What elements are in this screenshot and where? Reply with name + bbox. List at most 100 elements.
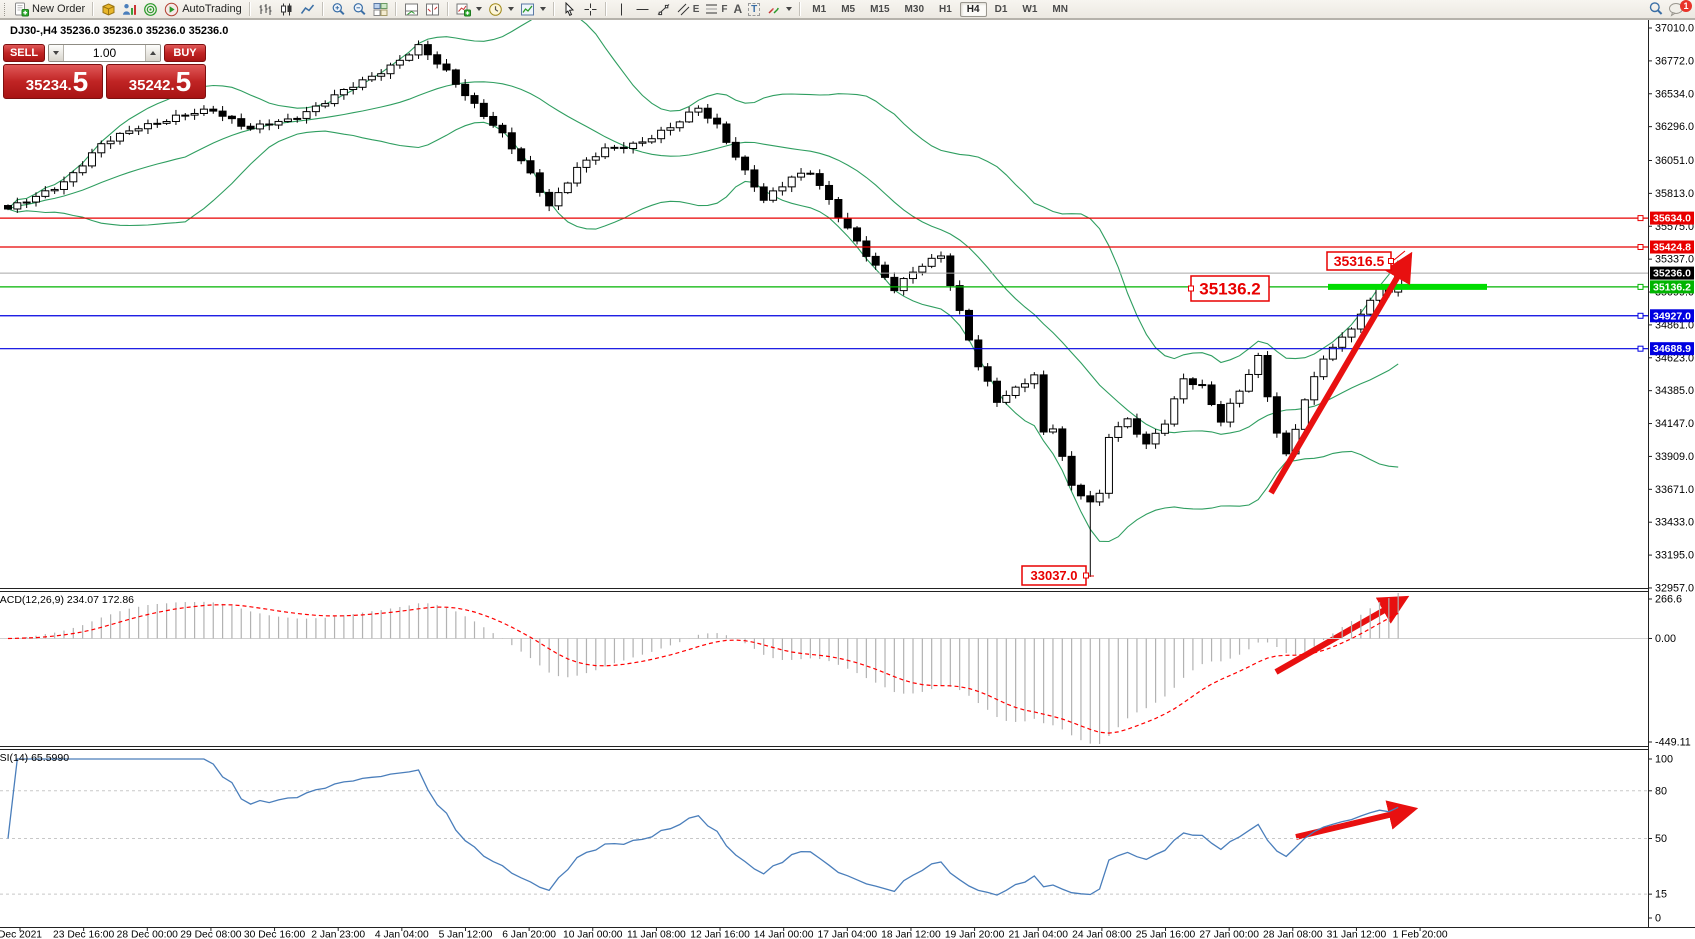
- trend-arrow-macd[interactable]: [1274, 595, 1410, 675]
- callout-33037.0[interactable]: 33037.0: [1021, 565, 1094, 586]
- candle: [311, 105, 320, 113]
- search-icon[interactable]: [1648, 1, 1664, 17]
- date-axis-label[interactable]: 25 Jan 16:00: [1136, 930, 1196, 939]
- price-axis-label: 33195.0: [1655, 550, 1694, 562]
- vertical-line-button[interactable]: [611, 1, 632, 18]
- candle: [1132, 418, 1141, 435]
- bar-chart-mode-button[interactable]: [255, 1, 276, 18]
- candle: [423, 44, 432, 56]
- date-axis-label[interactable]: 27 Jan 00:00: [1199, 930, 1259, 939]
- zoom-in-button[interactable]: [328, 1, 349, 18]
- date-axis-label[interactable]: 23 Dec 16:00: [53, 930, 115, 939]
- date-axis-label[interactable]: 21 Jan 04:00: [1008, 930, 1068, 939]
- bollinger-upper-band[interactable]: [7, 9, 1399, 364]
- bollinger-lower-band[interactable]: [7, 121, 1399, 543]
- templates-button[interactable]: [517, 1, 549, 18]
- date-axis-label[interactable]: 6 Jan 20:00: [502, 930, 556, 939]
- timeframe-button-h4[interactable]: H4: [959, 1, 987, 17]
- timeframe-button-m30[interactable]: M30: [904, 3, 924, 15]
- volume-input[interactable]: [64, 45, 145, 61]
- sell-price-box[interactable]: 35234. 5: [3, 64, 103, 99]
- timeframe-button-m15[interactable]: M15: [870, 3, 890, 15]
- date-axis-label[interactable]: 31 Jan 12:00: [1327, 930, 1387, 939]
- timeframe-button-m1[interactable]: M1: [812, 3, 827, 15]
- callout-35136.2[interactable]: 35136.2: [1188, 275, 1270, 302]
- callout-handle[interactable]: [1083, 572, 1089, 579]
- callout-handle[interactable]: [1188, 285, 1194, 292]
- date-axis-label[interactable]: 14 Jan 00:00: [754, 930, 814, 939]
- volume-increase-button[interactable]: [145, 45, 160, 61]
- date-axis-label[interactable]: 4 Jan 04:00: [375, 930, 429, 939]
- text-tool-button[interactable]: A: [731, 1, 746, 18]
- date-axis-label[interactable]: 17 Jan 04:00: [818, 930, 878, 939]
- accounts-button[interactable]: [119, 1, 140, 18]
- horizontal-line-button[interactable]: [632, 1, 653, 18]
- autotrading-button[interactable]: AutoTrading: [161, 1, 245, 18]
- candle: [69, 172, 78, 183]
- crosshair-icon: [584, 3, 597, 15]
- buy-button[interactable]: BUY: [164, 44, 206, 62]
- date-axis-label[interactable]: 11 Jan 08:00: [627, 930, 686, 939]
- date-axis-label[interactable]: 19 Jan 20:00: [945, 930, 1005, 939]
- notifications-button[interactable]: 1: [1668, 0, 1692, 18]
- date-axis-label[interactable]: 28 Jan 08:00: [1263, 930, 1323, 939]
- hline-handle[interactable]: [1637, 244, 1644, 251]
- date-axis-label[interactable]: 10 Jan 00:00: [563, 930, 623, 939]
- label-tool-button[interactable]: T: [745, 1, 763, 18]
- date-axis-label[interactable]: 2 Jan 23:00: [311, 930, 365, 939]
- timeframe-button-w1[interactable]: W1: [1022, 3, 1038, 15]
- arrows-tool-button[interactable]: [763, 1, 795, 18]
- text-tool-glyph: A: [733, 2, 743, 16]
- hline-handle[interactable]: [1637, 283, 1644, 290]
- periods-button[interactable]: [485, 1, 517, 18]
- date-axis-label[interactable]: 24 Jan 08:00: [1072, 930, 1132, 939]
- zoom-out-button[interactable]: [349, 1, 370, 18]
- timeframe-button-d1[interactable]: D1: [994, 3, 1008, 15]
- date-axis-label[interactable]: 29 Dec 08:00: [180, 930, 242, 939]
- line-chart-mode-button[interactable]: [297, 1, 318, 18]
- date-axis-label[interactable]: 30 Dec 16:00: [244, 930, 306, 939]
- dropdown-caret: [475, 7, 482, 11]
- sell-button[interactable]: SELL: [3, 44, 45, 62]
- callout-35316.5[interactable]: 35316.5: [1326, 250, 1406, 271]
- trendline-button[interactable]: [653, 1, 674, 18]
- date-axis-label[interactable]: 1 Feb 20:00: [1393, 930, 1448, 939]
- equidistant-channel-button[interactable]: E: [674, 1, 703, 18]
- price-axis-label: 34623.0: [1655, 352, 1694, 364]
- timeframe-button-m5[interactable]: M5: [841, 3, 856, 15]
- tile-windows-button[interactable]: [370, 1, 391, 18]
- fibonacci-button[interactable]: F: [702, 1, 730, 18]
- crosshair-button[interactable]: [580, 1, 601, 18]
- date-axis-label[interactable]: 5 Jan 12:00: [439, 930, 493, 939]
- date-axis-label[interactable]: 12 Jan 16:00: [690, 930, 750, 939]
- callout-handle[interactable]: [1388, 258, 1394, 264]
- indicator-window-button[interactable]: [401, 1, 422, 18]
- timeframe-button-mn[interactable]: MN: [1052, 3, 1068, 15]
- date-axis-label[interactable]: 18 Jan 12:00: [881, 930, 941, 939]
- new-order-label: New Order: [32, 3, 86, 15]
- buy-price-box[interactable]: 35242. 5: [106, 64, 206, 99]
- depth-of-market-button[interactable]: [422, 1, 443, 18]
- hline-handle[interactable]: [1637, 215, 1644, 222]
- package-button[interactable]: [98, 1, 119, 18]
- signal-button[interactable]: [140, 1, 161, 18]
- rsi-line: [7, 758, 1399, 896]
- candle: [498, 124, 507, 134]
- new-chart-button[interactable]: [453, 1, 485, 18]
- toolbar-grip[interactable]: [4, 2, 8, 16]
- highlight-zone-segment[interactable]: [1328, 283, 1487, 290]
- timeframe-button-h1[interactable]: H1: [939, 3, 952, 15]
- volume-decrease-button[interactable]: [49, 45, 64, 61]
- hline-handle[interactable]: [1637, 312, 1644, 319]
- new-order-button[interactable]: New Order: [11, 1, 88, 18]
- candlestick-mode-button[interactable]: [276, 1, 297, 18]
- candle: [405, 54, 414, 61]
- hline-handle[interactable]: [1637, 345, 1644, 352]
- trend-arrow-rsi[interactable]: [1295, 800, 1419, 840]
- cursor-button[interactable]: [559, 1, 580, 18]
- date-axis-label[interactable]: Dec 2021: [0, 930, 42, 939]
- trend-arrow-main[interactable]: [1268, 251, 1413, 495]
- candle: [1226, 402, 1235, 423]
- date-axis-label[interactable]: 28 Dec 00:00: [117, 930, 179, 939]
